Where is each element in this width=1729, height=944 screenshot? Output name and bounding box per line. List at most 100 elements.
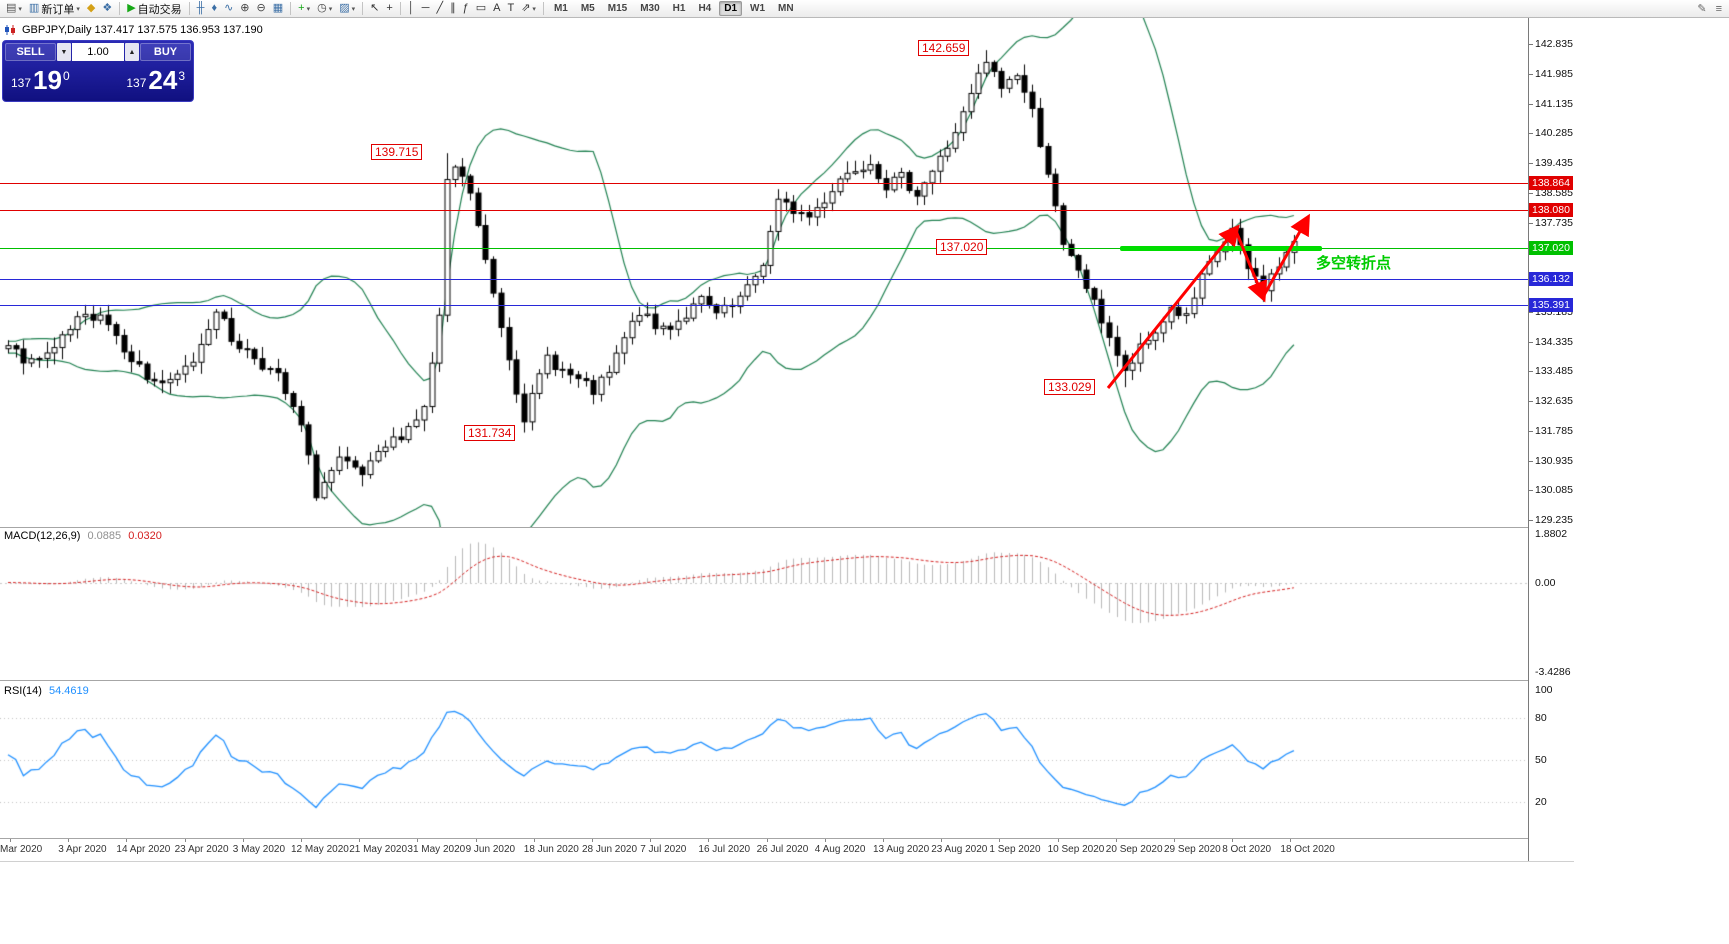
vertical-line-icon: │	[407, 2, 415, 14]
timeframe-mn-button[interactable]: MN	[778, 3, 794, 14]
dropdown-arrow-icon[interactable]: ▾	[76, 5, 80, 13]
date-label: 21 May 2020	[349, 844, 408, 855]
price-scale-tickmark	[1529, 490, 1533, 492]
price-tag-137.020: 137.020	[1529, 240, 1573, 255]
label-button[interactable]: T	[504, 1, 517, 17]
toolbar-separator	[188, 2, 190, 15]
time-axis[interactable]: Mar 2020 3 Apr 2020 14 Apr 2020 23 Apr 2020…	[0, 839, 1528, 861]
data-window-button[interactable]: ❖	[99, 1, 115, 17]
price-annotation-139.715[interactable]: 139.715	[371, 144, 423, 160]
trend-arrow-up-leg-1[interactable]	[1106, 224, 1240, 389]
new-order-button[interactable]: ▥ 新订单 ▾	[26, 1, 83, 17]
cursor-button[interactable]: ↖	[367, 1, 382, 17]
price-annotation-131.734[interactable]: 131.734	[464, 425, 516, 441]
line-chart-style-button[interactable]: ∿	[221, 1, 236, 17]
timeframe-m5-button[interactable]: M5	[580, 3, 595, 14]
macd-panel-canvas[interactable]	[0, 528, 1528, 680]
toolbar-separator	[399, 2, 401, 15]
candlestick-style-button[interactable]: ♦	[208, 1, 220, 17]
bid-prefix: 137	[11, 76, 32, 90]
date-tickmark	[1057, 839, 1059, 842]
timeframe-m1-button[interactable]: M1	[553, 3, 568, 14]
fibonacci-icon: ƒ	[462, 2, 469, 14]
volume-decrease-button[interactable]: ▼	[57, 43, 71, 61]
indicators-button[interactable]: + ▾	[295, 1, 313, 17]
bid-price[interactable]: 137 19 0	[11, 67, 70, 93]
price-scale-tickmark	[1529, 401, 1533, 402]
timeframe-h4-button[interactable]: H4	[698, 3, 712, 14]
main-chart-canvas[interactable]	[0, 18, 1528, 527]
arrows-tool-button[interactable]: ⇗ ▾	[518, 1, 539, 17]
price-tag-135.391: 135.391	[1529, 297, 1573, 312]
rsi-indicator-label: RSI(14) 54.4619	[4, 685, 89, 697]
timeframe-m15-button[interactable]: M15	[607, 3, 628, 14]
dropdown-arrow-icon[interactable]: ▾	[328, 5, 333, 13]
auto-trading-button[interactable]: ▶ 自动交易	[124, 1, 184, 17]
trendline-button[interactable]: ╱	[433, 1, 446, 17]
toolbars-menu-icon[interactable]: ≡	[1715, 2, 1722, 15]
turning-point-note[interactable]: 多空转折点	[1316, 255, 1392, 272]
zoom-out-button[interactable]: ⊖	[254, 1, 269, 17]
date-label: Mar 2020	[0, 844, 43, 855]
dropdown-arrow-icon[interactable]: ▾	[18, 5, 22, 13]
price-scale[interactable]: 142.835 141.985 141.135 140.285 139.435 138.5…	[1528, 18, 1574, 861]
ask-price[interactable]: 137 24 3	[126, 67, 185, 93]
cursor-icon: ↖	[370, 2, 380, 14]
volume-input[interactable]	[72, 43, 124, 61]
sell-button[interactable]: SELL	[5, 43, 56, 61]
date-label: 23 Apr 2020	[174, 844, 229, 855]
date-label: 29 Sep 2020	[1164, 844, 1221, 855]
date-label: 18 Oct 2020	[1280, 844, 1335, 855]
panel-separator[interactable]	[0, 527, 1574, 528]
date-label: 28 Jun 2020	[582, 844, 638, 855]
rsi-value: 54.4619	[48, 685, 89, 697]
price-annotation-137.020[interactable]: 137.020	[936, 239, 988, 255]
price-scale-tick: 142.835	[1535, 38, 1573, 50]
volume-increase-button[interactable]: ▲	[125, 43, 139, 61]
price-annotation-133.029[interactable]: 133.029	[1044, 379, 1096, 395]
trend-arrow-down-leg[interactable]	[1234, 230, 1268, 303]
timeframe-d1-button[interactable]: D1	[719, 1, 743, 16]
macd-signal-value: 0.0320	[128, 530, 162, 542]
rsi-panel-canvas[interactable]	[0, 681, 1528, 838]
fibonacci-button[interactable]: ƒ	[460, 1, 472, 17]
price-annotation-142.659[interactable]: 142.659	[918, 40, 970, 56]
shapes-button[interactable]: ▭	[473, 1, 489, 17]
periods-button[interactable]: ◷ ▾	[314, 1, 335, 17]
price-tag-136.132: 136.132	[1529, 271, 1573, 286]
tile-windows-button[interactable]: ▦	[270, 1, 286, 17]
chart-window-button[interactable]: ▤ ▾	[3, 1, 25, 17]
price-tag-138.080: 138.080	[1529, 203, 1573, 218]
market-watch-button[interactable]: ◆	[84, 1, 98, 17]
dropdown-arrow-icon[interactable]: ▾	[532, 5, 536, 13]
horizontal-line-138.864[interactable]	[0, 183, 1528, 184]
timeframe-w1-button[interactable]: W1	[750, 3, 766, 14]
horizontal-line-137.020[interactable]	[0, 248, 1528, 249]
horizontal-line-button[interactable]: ─	[419, 1, 433, 17]
panel-separator[interactable]	[0, 680, 1574, 681]
channel-button[interactable]: ∥	[447, 1, 459, 17]
price-tag-138.864: 138.864	[1529, 175, 1573, 190]
price-scale-tickmark	[1529, 430, 1533, 432]
horizontal-line-136.132[interactable]	[0, 279, 1528, 280]
zoom-in-button[interactable]: ⊕	[237, 1, 252, 17]
timeframe-m30-button[interactable]: M30	[640, 3, 660, 14]
templates-button[interactable]: ▨ ▾	[336, 1, 358, 17]
timeframe-h1-button[interactable]: H1	[672, 3, 686, 14]
price-scale-tick: 141.135	[1535, 97, 1573, 110]
toolbar-separator	[119, 2, 121, 15]
text-button[interactable]: A	[490, 1, 503, 17]
price-scale-tickmark	[1529, 460, 1533, 462]
vertical-line-button[interactable]: │	[405, 1, 418, 17]
buy-button[interactable]: BUY	[140, 43, 191, 61]
toolbars-edit-icon[interactable]: ✎	[1697, 3, 1707, 15]
dropdown-arrow-icon[interactable]: ▾	[351, 5, 356, 13]
horizontal-line-138.080[interactable]	[0, 210, 1528, 211]
ask-pipette: 3	[178, 69, 185, 83]
trend-arrow-up-leg-2[interactable]	[1261, 213, 1310, 298]
bar-chart-style-button[interactable]: ╫	[194, 1, 208, 17]
channel-icon: ∥	[450, 2, 456, 14]
horizontal-line-135.391[interactable]	[0, 305, 1528, 306]
dropdown-arrow-icon[interactable]: ▾	[306, 5, 311, 13]
crosshair-button[interactable]: +	[383, 1, 395, 17]
